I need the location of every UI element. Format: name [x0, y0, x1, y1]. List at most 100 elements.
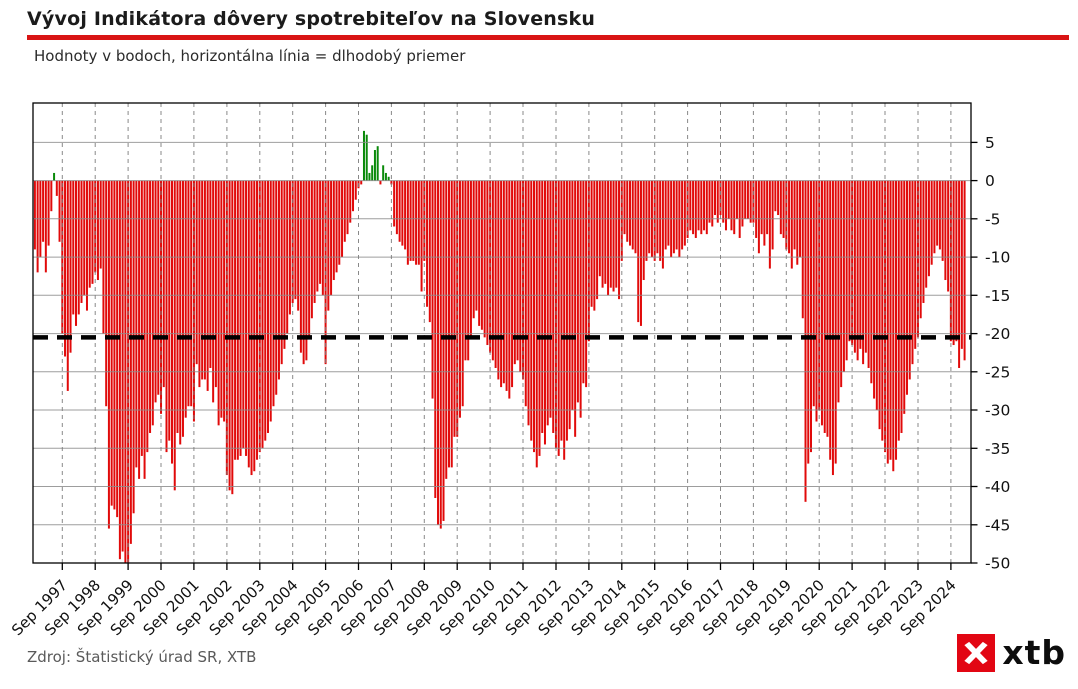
- bar: [782, 180, 785, 238]
- bar: [55, 180, 58, 196]
- bar: [176, 180, 179, 433]
- svg-text:-25: -25: [985, 363, 1010, 381]
- bar: [105, 180, 108, 407]
- bar: [412, 180, 415, 261]
- bar: [456, 180, 459, 437]
- bar: [212, 180, 215, 403]
- bar: [302, 180, 305, 365]
- bar: [72, 180, 75, 315]
- bar: [264, 180, 267, 441]
- bar: [812, 180, 815, 407]
- svg-text:-20: -20: [985, 325, 1010, 343]
- bar: [587, 180, 590, 342]
- bar: [667, 180, 670, 246]
- bar: [239, 180, 242, 456]
- bar: [91, 180, 94, 284]
- bar: [936, 180, 939, 246]
- bar: [66, 180, 69, 391]
- bar: [269, 180, 272, 422]
- bar: [110, 180, 113, 506]
- bar: [469, 180, 472, 338]
- bar: [694, 180, 697, 238]
- bar: [33, 180, 36, 250]
- bar: [491, 180, 494, 361]
- svg-text:-50: -50: [985, 555, 1010, 573]
- svg-text:-45: -45: [985, 516, 1010, 534]
- bar: [305, 180, 308, 361]
- bar: [346, 180, 349, 235]
- bar: [914, 180, 917, 349]
- bar: [513, 180, 516, 365]
- bar: [804, 180, 807, 502]
- bar: [162, 180, 165, 388]
- bar: [143, 180, 146, 479]
- bar: [44, 180, 47, 273]
- bar: [746, 180, 749, 219]
- bar: [738, 180, 741, 238]
- bar: [294, 180, 297, 300]
- bar: [760, 180, 763, 235]
- xtb-x-icon: [957, 634, 996, 672]
- bar: [519, 180, 522, 372]
- bar: [590, 180, 593, 307]
- bar: [637, 180, 640, 323]
- bar: [719, 180, 722, 216]
- bar: [417, 180, 420, 265]
- bar: [472, 180, 475, 319]
- bar: [297, 180, 300, 311]
- bar: [930, 180, 933, 265]
- bar: [771, 180, 774, 250]
- bar: [75, 180, 78, 326]
- bar: [878, 180, 881, 430]
- bar: [774, 180, 777, 212]
- bar: [426, 180, 429, 307]
- bar: [840, 180, 843, 388]
- bar: [952, 180, 955, 346]
- bar: [741, 180, 744, 227]
- bar: [272, 180, 275, 407]
- bar: [47, 180, 50, 246]
- bar: [439, 180, 442, 529]
- bar: [511, 180, 514, 388]
- bar: [223, 180, 226, 422]
- bar: [757, 180, 760, 254]
- bar: [596, 180, 599, 300]
- bar: [574, 180, 577, 437]
- bar: [653, 180, 656, 261]
- bar: [149, 180, 152, 433]
- bar: [234, 180, 237, 460]
- bar: [645, 180, 648, 261]
- bar: [623, 180, 626, 235]
- bar: [842, 180, 845, 372]
- bar: [908, 180, 911, 380]
- bar: [620, 180, 623, 261]
- bar: [755, 180, 758, 238]
- bar: [823, 180, 826, 433]
- bar: [423, 180, 426, 261]
- bar: [848, 180, 851, 342]
- bar: [683, 180, 686, 246]
- bar: [445, 180, 448, 479]
- bar: [442, 180, 445, 521]
- bar: [198, 180, 201, 388]
- bar: [184, 180, 187, 418]
- bar: [371, 165, 374, 181]
- bar: [609, 180, 612, 288]
- bar: [69, 180, 72, 353]
- bar: [483, 180, 486, 338]
- bar: [642, 180, 645, 281]
- y-axis-labels: 5 0 -5 -10 -15 -20 -25 -30 -35 -40 -45 -50: [971, 134, 1010, 573]
- bar: [801, 180, 804, 319]
- bar: [36, 180, 39, 273]
- bar: [431, 180, 434, 399]
- bar: [373, 150, 376, 181]
- bar: [834, 180, 837, 464]
- bar: [390, 180, 393, 185]
- bar: [727, 180, 730, 219]
- bar: [85, 180, 88, 311]
- bar: [777, 180, 780, 216]
- bar: [807, 180, 810, 464]
- title-underline: [27, 35, 1069, 40]
- bar: [535, 180, 538, 468]
- bar: [116, 180, 119, 518]
